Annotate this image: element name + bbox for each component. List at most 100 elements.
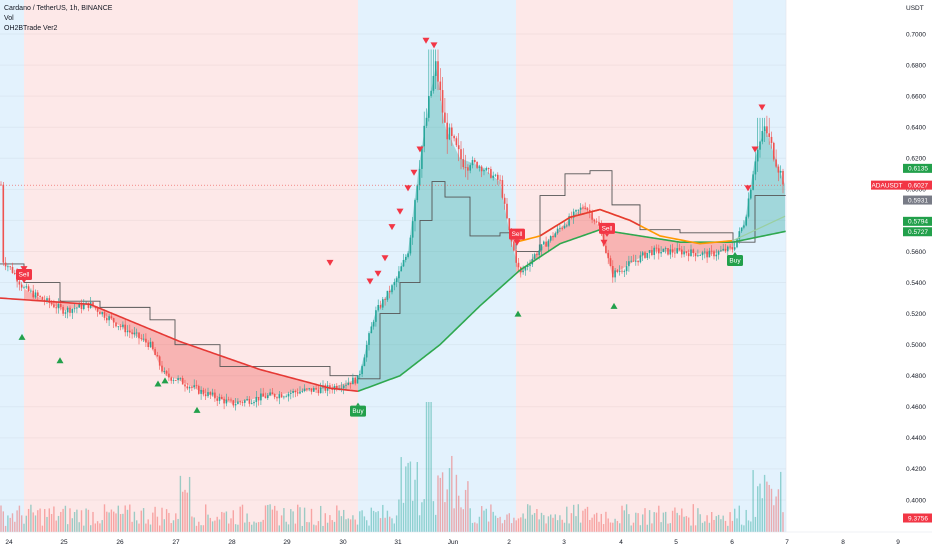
- candle-body: [768, 133, 770, 137]
- volume-bar: [278, 525, 280, 532]
- candle-body: [409, 237, 412, 254]
- candle-body: [706, 251, 708, 258]
- candle-body: [405, 256, 407, 260]
- volume-bar: [538, 519, 540, 532]
- candle-body: [671, 249, 674, 253]
- sell-arrow-icon: [396, 208, 404, 215]
- candle-body: [99, 311, 101, 315]
- volume-bar: [400, 457, 402, 532]
- volume-bar: [432, 501, 435, 532]
- price-axis-tick: 0.7000: [906, 31, 926, 38]
- candle-body: [474, 160, 476, 162]
- candle-body: [198, 385, 200, 394]
- candle-body: [616, 270, 619, 272]
- volume-bar: [715, 516, 717, 532]
- volume-bar: [416, 462, 418, 532]
- candle-body: [736, 239, 738, 248]
- candle-body: [393, 282, 396, 286]
- volume-bar: [37, 510, 39, 532]
- price-axis-tick: 0.6600: [906, 93, 926, 100]
- volume-bar: [41, 525, 44, 532]
- candle-body: [549, 236, 552, 241]
- time-axis-label: 24: [5, 539, 13, 546]
- candle-body: [269, 392, 271, 396]
- volume-bar: [356, 524, 359, 532]
- candle-body: [612, 265, 614, 278]
- volume-bar: [471, 522, 474, 532]
- volume-bar: [294, 523, 297, 532]
- time-axis-label: 27: [172, 539, 180, 546]
- candle-body: [750, 189, 752, 199]
- price-axis-tick: 0.6000: [906, 187, 926, 194]
- volume-bar: [439, 477, 441, 532]
- volume-bar: [556, 520, 559, 532]
- volume-bar: [145, 523, 147, 532]
- volume-bar: [644, 508, 646, 532]
- candle-body: [598, 221, 600, 226]
- candle-body: [154, 349, 156, 356]
- candle-body: [336, 385, 338, 390]
- candle-body: [188, 387, 191, 389]
- volume-bar: [504, 519, 506, 532]
- candle-body: [566, 225, 568, 227]
- volume-bar: [407, 462, 409, 532]
- volume-bar: [46, 516, 48, 532]
- volume-bar: [757, 486, 759, 532]
- candle-body: [584, 207, 586, 209]
- volume-bar: [642, 514, 644, 532]
- signal-pointer: [22, 279, 26, 283]
- volume-bar: [251, 524, 253, 532]
- volume-bar: [412, 500, 414, 532]
- candle-body: [71, 308, 74, 313]
- volume-bar: [527, 504, 529, 532]
- volume-bar: [623, 510, 625, 532]
- time-axis-label: 5: [674, 539, 678, 546]
- time-axis-label: 25: [60, 539, 68, 546]
- candle-body: [204, 394, 207, 397]
- volume-bar: [324, 513, 326, 532]
- volume-bar: [11, 513, 14, 532]
- volume-bar: [435, 514, 437, 532]
- volume-bar: [73, 511, 76, 532]
- volume-bar: [536, 509, 538, 532]
- candle-body: [533, 254, 536, 259]
- volume-bar: [552, 517, 554, 532]
- volume-bar: [175, 513, 177, 532]
- volume-bar: [559, 515, 561, 532]
- volume-bar: [713, 519, 715, 532]
- time-axis-label: 31: [394, 539, 402, 546]
- candle-body: [340, 388, 343, 390]
- ma-fast-red: [539, 208, 641, 237]
- volume-bar: [575, 516, 577, 532]
- regime-band-4: [733, 0, 786, 532]
- candle-body: [635, 260, 637, 262]
- candle-body: [457, 145, 460, 150]
- volume-bar: [763, 474, 766, 532]
- volume-bar: [740, 524, 743, 532]
- candle-body: [639, 255, 642, 263]
- candle-body: [122, 324, 124, 327]
- volume-bar: [554, 514, 556, 532]
- candle-body: [572, 211, 575, 218]
- candle-body: [490, 169, 492, 178]
- candle-body: [292, 391, 294, 394]
- volume-bar: [193, 517, 195, 532]
- candle-body: [276, 397, 278, 399]
- volume-bar: [699, 514, 701, 532]
- volume-bar: [214, 520, 216, 532]
- candle-body: [388, 290, 391, 293]
- volume-bar: [515, 520, 517, 532]
- candle-body: [267, 395, 269, 399]
- volume-bar: [628, 514, 630, 532]
- candle-body: [147, 342, 149, 348]
- candle-body: [485, 168, 488, 171]
- candle-body: [271, 392, 274, 395]
- price-badge-bg: [903, 195, 932, 205]
- volume-bar: [409, 461, 412, 532]
- bear-fill-2: [516, 205, 732, 275]
- time-axis-label: 6: [730, 539, 734, 546]
- price-badge-bg: [903, 216, 932, 226]
- candle-body: [618, 270, 621, 272]
- buy-arrow-icon: [56, 357, 64, 364]
